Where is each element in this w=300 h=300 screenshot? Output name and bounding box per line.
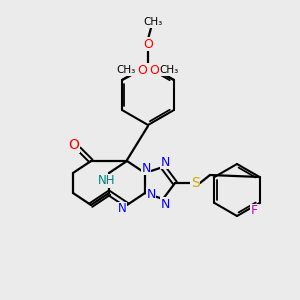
Text: CH₃: CH₃ (159, 65, 178, 75)
Text: O: O (137, 64, 147, 76)
Text: O: O (143, 38, 153, 50)
Text: N: N (118, 202, 126, 215)
Text: O: O (149, 64, 159, 76)
Text: N: N (146, 188, 156, 200)
Text: NH: NH (98, 175, 116, 188)
Text: N: N (160, 197, 170, 211)
Text: CH₃: CH₃ (116, 65, 136, 75)
Text: N: N (160, 155, 170, 169)
Text: F: F (251, 205, 258, 218)
Text: O: O (69, 138, 80, 152)
Text: N: N (141, 161, 151, 175)
Text: CH₃: CH₃ (143, 17, 163, 27)
Text: S: S (190, 176, 200, 190)
